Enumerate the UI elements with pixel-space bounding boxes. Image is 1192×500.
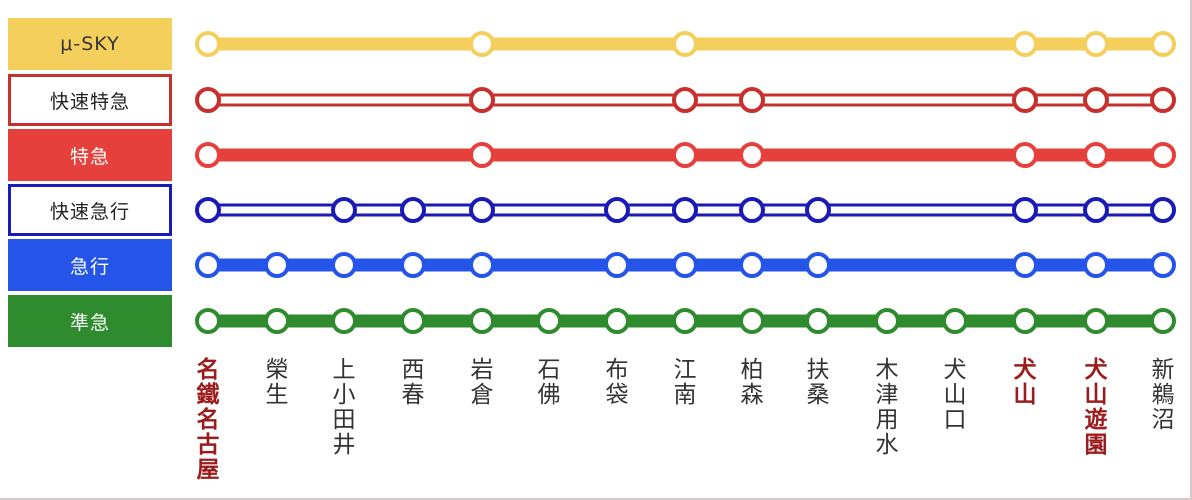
station-label: 上小田井 [332, 357, 356, 458]
stop-marker [195, 252, 221, 278]
legend-5: 準急 [8, 295, 172, 347]
stop-marker [1012, 87, 1038, 113]
stop-marker [1012, 197, 1038, 223]
stop-marker [739, 87, 765, 113]
stop-marker [1150, 197, 1176, 223]
stop-marker [672, 252, 698, 278]
stop-marker [604, 197, 630, 223]
stop-marker [195, 142, 221, 168]
stop-marker [400, 197, 426, 223]
stop-marker [739, 142, 765, 168]
stop-marker [739, 197, 765, 223]
station-label: 名鐵名古屋 [196, 357, 220, 483]
stop-marker [195, 197, 221, 223]
stop-marker [874, 308, 900, 334]
stop-marker [469, 252, 495, 278]
stop-marker [604, 308, 630, 334]
stop-marker [1012, 142, 1038, 168]
stop-marker [1083, 142, 1109, 168]
station-label: 西春 [401, 357, 425, 408]
legend-label: 特急 [69, 145, 110, 168]
station-label: 扶桑 [806, 357, 830, 408]
station-label: 布袋 [605, 357, 629, 408]
stop-marker [739, 252, 765, 278]
stop-marker [469, 142, 495, 168]
stop-marker [1012, 308, 1038, 334]
stop-marker [1012, 31, 1038, 57]
stop-marker [1150, 31, 1176, 57]
stop-marker [739, 308, 765, 334]
legend-4: 急行 [8, 239, 172, 291]
stop-marker [331, 308, 357, 334]
stop-marker [1012, 252, 1038, 278]
station-label: 木津用水 [875, 357, 899, 458]
stop-marker [264, 308, 290, 334]
legend-label: 準急 [69, 311, 110, 334]
legend-label: 快速特急 [49, 90, 130, 113]
stop-marker [604, 252, 630, 278]
stop-marker [469, 31, 495, 57]
stop-marker [1150, 252, 1176, 278]
stop-marker [195, 87, 221, 113]
station-label: 新鵜沼 [1151, 357, 1175, 433]
legend-label: 快速急行 [49, 200, 130, 223]
legend-2: 特急 [8, 129, 172, 181]
stop-marker [195, 31, 221, 57]
station-label: 犬山遊園 [1084, 357, 1108, 458]
stop-marker [805, 197, 831, 223]
legend-label: 急行 [69, 255, 110, 278]
legend-1: 快速特急 [8, 74, 172, 126]
stop-marker [469, 87, 495, 113]
stop-marker [672, 31, 698, 57]
stop-marker [1083, 31, 1109, 57]
stop-marker [264, 252, 290, 278]
stop-marker [1083, 252, 1109, 278]
stop-marker [195, 308, 221, 334]
stop-marker [469, 197, 495, 223]
stop-marker [331, 252, 357, 278]
stop-marker [469, 308, 495, 334]
station-label: 犬山 [1013, 357, 1037, 408]
stop-marker [1150, 87, 1176, 113]
stop-marker [1083, 197, 1109, 223]
stop-marker [805, 252, 831, 278]
stop-marker [672, 142, 698, 168]
station-label: 犬山口 [943, 357, 967, 433]
stop-marker [1150, 142, 1176, 168]
station-label: 柏森 [740, 357, 764, 408]
stop-marker [672, 87, 698, 113]
stop-marker [400, 308, 426, 334]
stop-marker [331, 197, 357, 223]
station-label: 江南 [673, 357, 697, 408]
stop-marker [672, 308, 698, 334]
stop-marker [672, 197, 698, 223]
station-label: 岩倉 [470, 357, 494, 408]
stop-marker [1083, 308, 1109, 334]
legend-3: 快速急行 [8, 184, 172, 236]
stop-marker [805, 308, 831, 334]
legend-0: μ-SKY [8, 18, 172, 70]
stop-marker [400, 252, 426, 278]
stop-marker [942, 308, 968, 334]
legend-label: μ-SKY [60, 33, 120, 55]
stop-marker [536, 308, 562, 334]
station-label: 石佛 [537, 357, 561, 408]
stop-marker [1150, 308, 1176, 334]
stop-marker [1083, 87, 1109, 113]
station-label: 榮生 [265, 357, 289, 408]
